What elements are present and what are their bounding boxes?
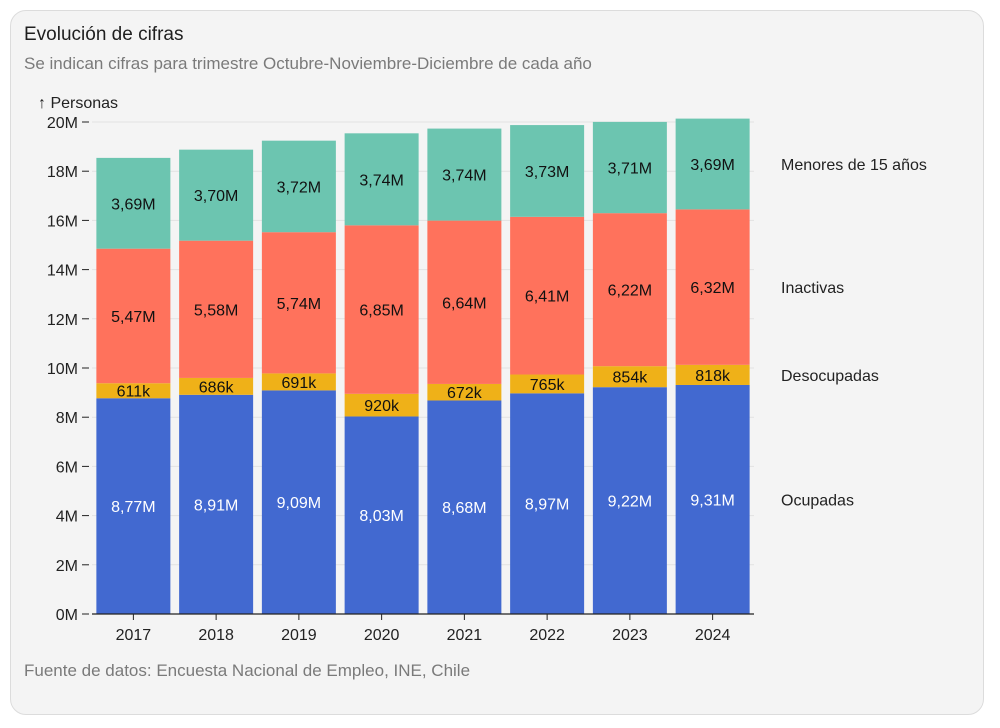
bar-segment bbox=[592, 121, 667, 214]
legend-label: Ocupadas bbox=[781, 492, 854, 509]
data-label: 8,03M bbox=[359, 508, 403, 525]
data-label: 9,31M bbox=[690, 492, 734, 509]
bar-segment bbox=[261, 373, 336, 391]
y-tick-label: 20M bbox=[47, 115, 78, 132]
bar-segment bbox=[675, 118, 750, 210]
data-label: 5,74M bbox=[277, 296, 321, 313]
bar-segment bbox=[261, 232, 336, 374]
data-source-note: Fuente de datos: Encuesta Nacional de Em… bbox=[24, 661, 471, 680]
bar-segment bbox=[344, 393, 419, 417]
legend-label: Inactivas bbox=[781, 280, 844, 297]
bar-segment bbox=[344, 225, 419, 394]
x-tick-label: 2020 bbox=[364, 627, 400, 644]
chart-subtitle: Se indican cifras para trimestre Octubre… bbox=[24, 54, 592, 73]
data-label: 691k bbox=[282, 375, 318, 392]
data-label: 3,69M bbox=[111, 196, 155, 213]
data-label: 611k bbox=[117, 384, 152, 401]
bar-segment bbox=[344, 416, 419, 614]
data-label: 6,85M bbox=[359, 303, 403, 320]
bar-segment bbox=[427, 400, 502, 614]
bar-segment bbox=[675, 384, 750, 614]
y-tick-label: 10M bbox=[47, 361, 78, 378]
y-tick-label: 16M bbox=[47, 213, 78, 230]
y-tick-label: 4M bbox=[56, 509, 78, 526]
bar-segment bbox=[96, 248, 171, 384]
bar-segment bbox=[675, 364, 750, 385]
bar-segment bbox=[510, 374, 585, 394]
data-label: 920k bbox=[364, 398, 400, 415]
bar-segment bbox=[510, 216, 585, 375]
data-label: 765k bbox=[530, 377, 566, 394]
y-tick-label: 6M bbox=[56, 459, 78, 476]
data-label: 6,22M bbox=[608, 283, 652, 300]
data-label: 3,70M bbox=[194, 188, 238, 205]
bar-segment bbox=[510, 393, 585, 614]
y-tick-label: 12M bbox=[47, 312, 78, 329]
bar-segment bbox=[179, 377, 254, 395]
bar-segment bbox=[427, 220, 502, 384]
bar-segment bbox=[261, 140, 336, 233]
x-tick-label: 2018 bbox=[198, 627, 234, 644]
bar-segment bbox=[344, 133, 419, 226]
data-label: 8,77M bbox=[111, 499, 155, 516]
data-label: 8,91M bbox=[194, 497, 238, 514]
bar-segment bbox=[179, 240, 254, 378]
y-tick-label: 18M bbox=[47, 164, 78, 181]
data-label: 3,74M bbox=[359, 172, 403, 189]
data-label: 5,58M bbox=[194, 302, 238, 319]
data-label: 5,47M bbox=[111, 309, 155, 326]
legend-label: Desocupadas bbox=[781, 368, 879, 385]
bar-segment bbox=[96, 398, 171, 614]
data-label: 8,68M bbox=[442, 500, 486, 517]
data-label: 3,74M bbox=[442, 168, 486, 185]
data-label: 6,41M bbox=[525, 289, 569, 306]
data-label: 854k bbox=[613, 370, 649, 387]
bar-segment bbox=[261, 390, 336, 614]
bar-segment bbox=[510, 125, 585, 217]
x-tick-label: 2021 bbox=[447, 627, 483, 644]
bar-segment bbox=[427, 383, 502, 401]
x-tick-label: 2017 bbox=[116, 627, 152, 644]
bar-segment bbox=[592, 387, 667, 614]
x-tick-label: 2019 bbox=[281, 627, 317, 644]
x-tick-label: 2023 bbox=[612, 627, 648, 644]
data-label: 8,97M bbox=[525, 497, 569, 514]
bar-segment bbox=[592, 366, 667, 388]
data-label: 9,09M bbox=[277, 495, 321, 512]
data-label: 818k bbox=[695, 368, 731, 385]
data-label: 3,71M bbox=[608, 161, 652, 178]
y-tick-label: 0M bbox=[56, 607, 78, 624]
y-tick-label: 2M bbox=[56, 558, 78, 575]
data-label: 6,32M bbox=[690, 280, 734, 297]
bar-segment bbox=[675, 209, 750, 365]
y-axis-label: ↑ Personas bbox=[38, 95, 118, 112]
data-label: 3,69M bbox=[690, 157, 734, 174]
chart-title: Evolución de cifras bbox=[24, 24, 184, 45]
bar-segment bbox=[96, 383, 171, 399]
legend-label: Menores de 15 años bbox=[781, 157, 927, 174]
y-tick-label: 8M bbox=[56, 410, 78, 427]
bar-segment bbox=[592, 213, 667, 367]
y-tick-label: 14M bbox=[47, 263, 78, 280]
bar-segment bbox=[179, 394, 254, 614]
data-label: 3,73M bbox=[525, 164, 569, 181]
bar-segment bbox=[427, 128, 502, 221]
data-label: 3,72M bbox=[277, 179, 321, 196]
data-label: 672k bbox=[447, 385, 483, 402]
bar-segment bbox=[179, 149, 254, 241]
data-label: 9,22M bbox=[608, 494, 652, 511]
data-label: 686k bbox=[199, 379, 235, 396]
x-tick-label: 2024 bbox=[695, 627, 731, 644]
bar-segment bbox=[96, 157, 171, 249]
data-label: 6,64M bbox=[442, 295, 486, 312]
x-tick-label: 2022 bbox=[529, 627, 565, 644]
